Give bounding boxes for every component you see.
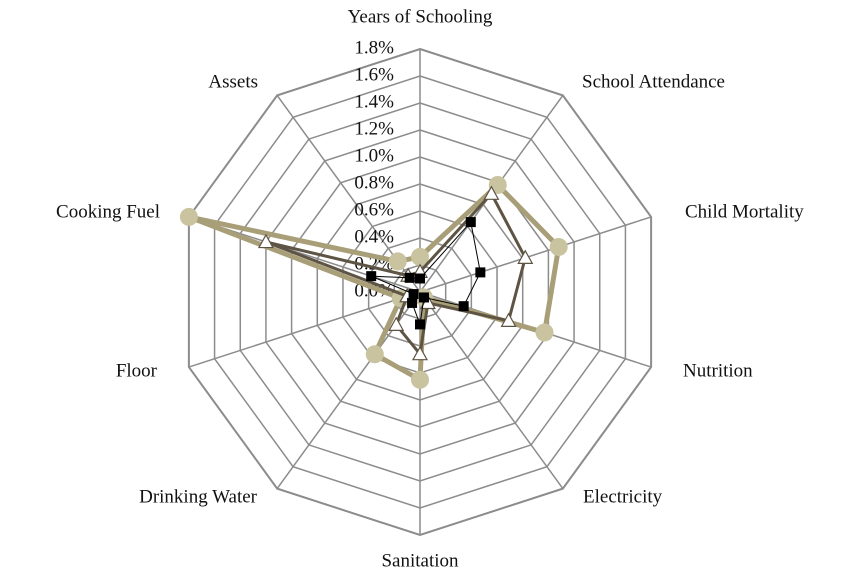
- marker: [388, 316, 405, 331]
- marker: [535, 323, 554, 342]
- marker: [411, 247, 429, 266]
- marker: [257, 233, 274, 249]
- spoke: [188, 291, 421, 368]
- marker: [483, 185, 500, 200]
- marker: [408, 289, 419, 300]
- marker: [517, 249, 534, 264]
- marker: [475, 267, 486, 278]
- marker: [415, 319, 425, 330]
- marker: [458, 301, 469, 312]
- category-label: School Attendance: [582, 71, 725, 92]
- category-label: Child Mortality: [685, 201, 804, 222]
- marker: [418, 292, 429, 303]
- category-label: Floor: [116, 360, 158, 381]
- y-tick-label: 1.2%: [354, 118, 394, 139]
- marker: [388, 252, 407, 271]
- marker: [465, 217, 476, 228]
- category-label: Sanitation: [381, 550, 459, 571]
- category-label: Drinking Water: [139, 486, 258, 507]
- y-tick-label: 1.8%: [354, 37, 394, 58]
- y-tick-label: 1.4%: [354, 91, 394, 112]
- marker: [411, 370, 429, 389]
- marker: [411, 345, 429, 361]
- category-label: Nutrition: [683, 360, 753, 381]
- marker: [407, 297, 418, 308]
- marker: [500, 312, 517, 327]
- y-tick-label: 1.6%: [354, 64, 394, 85]
- spoke: [419, 216, 652, 293]
- marker: [404, 272, 415, 283]
- category-label: Assets: [208, 71, 258, 92]
- category-label: Electricity: [583, 486, 663, 507]
- marker: [415, 273, 425, 284]
- category-label: Years of Schooling: [348, 6, 493, 27]
- marker: [179, 207, 198, 226]
- y-tick-label: 0.4%: [354, 226, 394, 247]
- marker: [366, 271, 377, 282]
- y-tick-label: 0.8%: [354, 172, 394, 193]
- y-tick-label: 0.6%: [354, 199, 394, 220]
- category-label: Cooking Fuel: [56, 201, 160, 222]
- marker: [549, 237, 568, 256]
- y-tick-label: 1.0%: [354, 145, 394, 166]
- spoke: [419, 291, 564, 490]
- marker: [365, 345, 384, 364]
